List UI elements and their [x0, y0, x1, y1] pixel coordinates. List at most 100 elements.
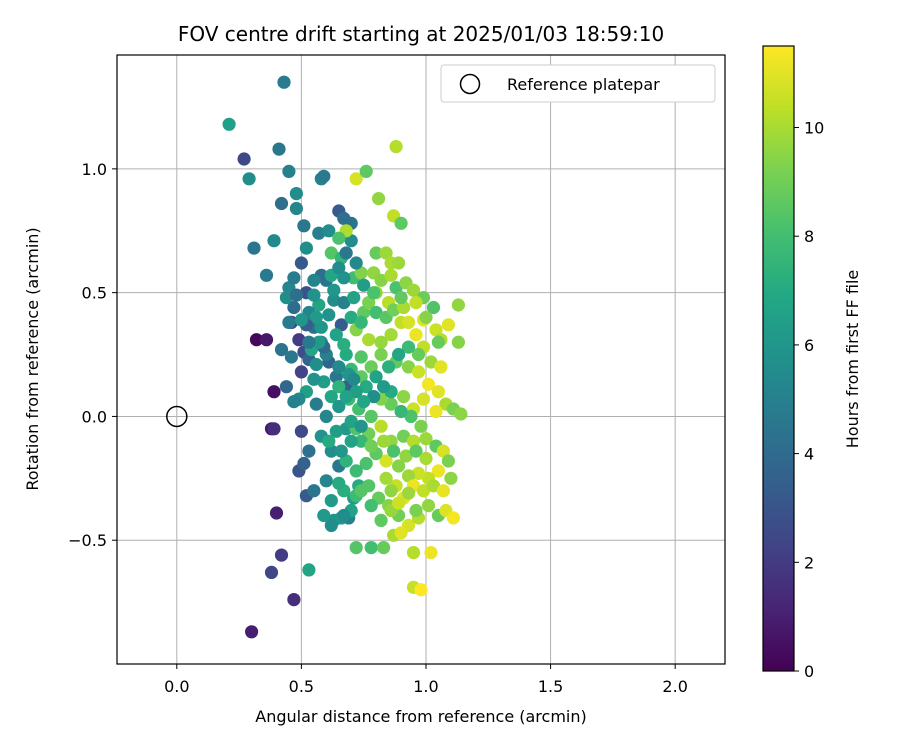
y-tick-label: 1.0 [82, 160, 107, 179]
data-point [374, 335, 388, 349]
data-point [451, 298, 465, 312]
data-point [259, 268, 274, 282]
data-point [372, 192, 386, 206]
data-point [446, 511, 460, 525]
data-point [409, 503, 423, 518]
data-point [309, 310, 323, 324]
data-point [426, 300, 441, 315]
y-tick-label: −0.5 [68, 531, 107, 550]
data-point [354, 419, 368, 433]
data-point [324, 494, 338, 508]
data-point [279, 380, 293, 394]
data-point [334, 444, 348, 458]
x-tick-label: 1.0 [413, 677, 438, 696]
data-point [264, 565, 279, 580]
data-point [282, 315, 296, 329]
data-point [436, 484, 450, 498]
data-point [287, 300, 301, 315]
data-point [259, 333, 274, 347]
data-point [359, 456, 373, 471]
data-point [287, 395, 301, 409]
data-point [267, 234, 281, 248]
data-point [392, 347, 406, 362]
data-point [444, 471, 458, 485]
data-point [424, 546, 438, 560]
data-point [429, 404, 443, 419]
data-point [334, 318, 348, 332]
data-point [392, 496, 406, 510]
data-point [406, 434, 421, 448]
data-point [387, 303, 401, 317]
data-point [312, 335, 326, 349]
data-point [367, 286, 381, 300]
data-point [409, 296, 423, 310]
data-point [274, 548, 289, 562]
data-point [411, 365, 426, 379]
data-point [401, 315, 416, 329]
data-point [332, 476, 346, 490]
data-point [279, 291, 293, 305]
data-point [414, 583, 428, 597]
data-point [362, 333, 376, 347]
data-point [357, 395, 371, 409]
data-point [332, 231, 346, 245]
data-point [357, 278, 371, 292]
data-point [319, 409, 333, 423]
data-point [382, 360, 396, 374]
data-point [374, 419, 388, 433]
x-axis-ticks: 0.0 0.5 1.0 1.5 2.0 [164, 664, 688, 696]
y-axis-label: Rotation from reference (arcmin) [23, 227, 42, 490]
data-point [377, 434, 391, 448]
data-point [441, 454, 455, 468]
data-point [379, 454, 393, 468]
data-point [364, 360, 378, 374]
data-point [274, 196, 289, 211]
data-point [397, 429, 411, 443]
legend: Reference platepar [440, 64, 716, 103]
data-point [287, 593, 301, 607]
data-point [317, 508, 331, 523]
data-point [332, 380, 346, 394]
data-point [307, 273, 321, 287]
data-point [364, 409, 378, 423]
data-point [344, 434, 358, 448]
data-point [414, 419, 428, 433]
data-point [389, 281, 403, 295]
data-point [384, 268, 398, 282]
data-point [344, 414, 358, 428]
data-point [249, 333, 264, 347]
data-point [411, 347, 426, 362]
data-point [339, 347, 353, 362]
data-point [451, 335, 465, 349]
data-point [441, 318, 455, 332]
data-point [362, 296, 376, 310]
data-point [307, 484, 321, 498]
data-point [401, 340, 416, 354]
data-point [289, 288, 303, 302]
data-point [394, 216, 408, 230]
data-point [319, 474, 333, 488]
data-point [354, 315, 368, 329]
data-point [267, 385, 281, 399]
data-point [269, 506, 284, 520]
data-point [324, 444, 338, 458]
data-point [317, 375, 331, 389]
data-point [416, 392, 431, 406]
data-point [384, 484, 398, 498]
data-point [406, 283, 421, 297]
x-axis-label: Angular distance from reference (arcmin) [255, 707, 586, 726]
data-point [307, 288, 321, 302]
data-point [337, 338, 351, 352]
data-point [431, 385, 445, 399]
data-point [349, 256, 363, 270]
data-point [332, 399, 346, 414]
data-point [322, 224, 336, 238]
chart-title: FOV centre drift starting at 2025/01/03 … [178, 22, 664, 46]
data-point [369, 305, 383, 320]
data-point [426, 479, 441, 493]
y-tick-label: 0.5 [82, 284, 107, 303]
reference-marker [166, 405, 188, 428]
data-point [374, 513, 388, 528]
data-point [289, 187, 303, 201]
